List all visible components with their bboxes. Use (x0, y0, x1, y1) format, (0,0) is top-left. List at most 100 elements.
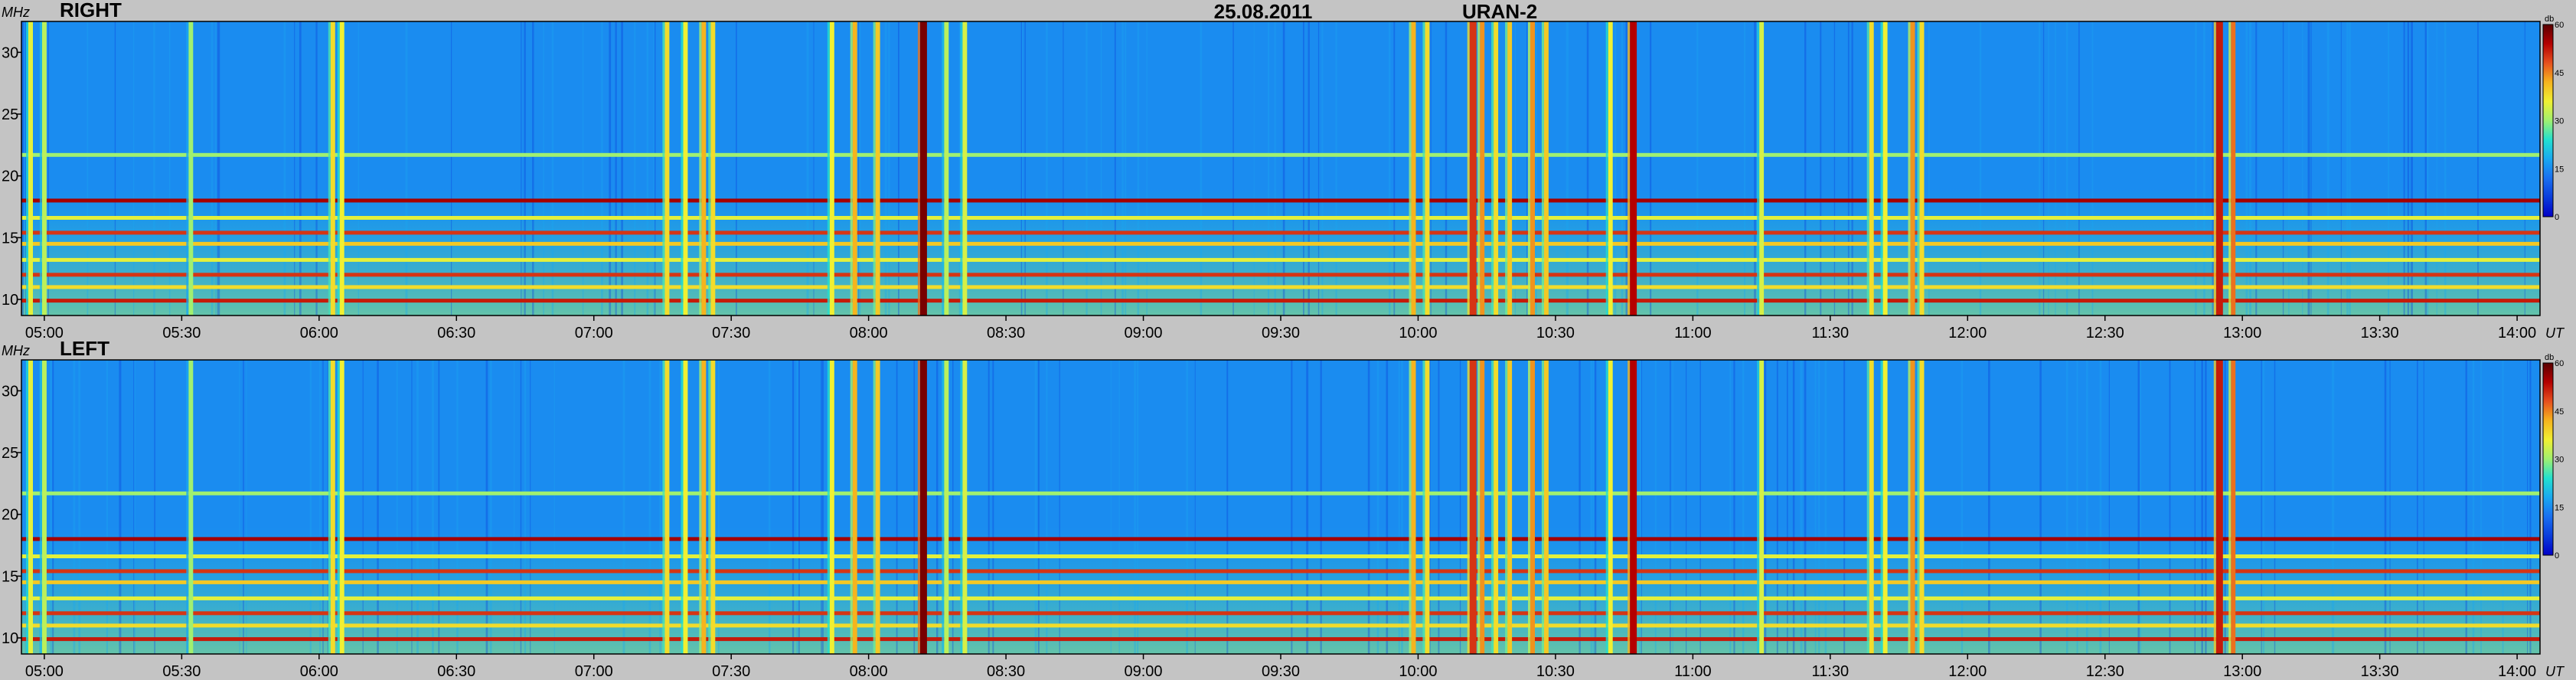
noise-line (2307, 21, 2310, 315)
noise-line (1699, 360, 1701, 654)
burst (708, 360, 716, 654)
colorbar-tick-label: 30 (2555, 456, 2564, 465)
burst-edge (1528, 360, 1530, 654)
noise-line (1022, 21, 1023, 315)
x-tick-label: 14:00 (2498, 325, 2536, 342)
noise-line (239, 360, 240, 654)
low-frequency-glow (21, 526, 2540, 654)
x-tick-label: 08:00 (850, 663, 888, 680)
burst-core (701, 21, 707, 315)
burst (1422, 360, 1430, 654)
burst-core (1494, 21, 1499, 315)
burst (39, 360, 47, 654)
burst-core (664, 360, 670, 654)
burst-edge (1628, 360, 1631, 654)
noise-line (1114, 21, 1116, 315)
colorbar-tick-label: 0 (2555, 213, 2559, 222)
noise-line (1376, 360, 1379, 654)
burst-core (1910, 21, 1915, 315)
noise-line (2205, 360, 2207, 654)
x-tick-label: 13:00 (2223, 663, 2261, 680)
date-label: 25.08.2011 (1214, 0, 1313, 23)
burst-edge (328, 360, 331, 654)
noise-line (1776, 360, 1778, 654)
burst (942, 21, 949, 315)
burst-edge (328, 21, 331, 315)
burst-core (962, 21, 968, 315)
y-tick-label: 20 (2, 168, 18, 185)
noise-line (634, 21, 636, 315)
noise-line (2169, 360, 2171, 654)
y-tick-label: 25 (2, 445, 18, 462)
burst-edge (1541, 21, 1544, 315)
noise-line (936, 360, 939, 654)
horizontal-band (21, 285, 2540, 289)
noise-line (1742, 360, 1745, 654)
noise-line (551, 21, 554, 315)
noise-line (792, 360, 795, 654)
noise-line (217, 21, 219, 315)
noise-line (1253, 21, 1255, 315)
horizontal-band (21, 580, 2540, 584)
noise-line (451, 21, 452, 315)
burst-edge (1467, 360, 1470, 654)
low-frequency-glow (21, 188, 2540, 315)
horizontal-band (21, 491, 2540, 495)
noise-line (438, 360, 440, 654)
noise-line (1086, 21, 1088, 315)
noise-line (988, 360, 990, 654)
noise-line (520, 360, 522, 654)
noise-line (2388, 21, 2389, 315)
noise-line (1121, 21, 1124, 315)
burst-core (1507, 360, 1513, 654)
noise-line (1186, 360, 1188, 654)
burst-core (188, 21, 194, 315)
burst-edge (827, 360, 830, 654)
horizontal-band (21, 637, 2540, 642)
noise-line (1514, 21, 1516, 315)
noise-line (2212, 21, 2215, 315)
noise-line (1137, 360, 1139, 654)
burst-edge (2228, 360, 2232, 654)
noise-line (1888, 21, 1890, 315)
noise-line (47, 21, 49, 315)
noise-line (1814, 360, 1817, 654)
burst-edge (681, 21, 684, 315)
y-unit-label: MHz (2, 5, 30, 20)
noise-line (2076, 360, 2078, 654)
horizontal-band (21, 299, 2540, 303)
burst (26, 21, 33, 315)
noise-line (489, 360, 492, 654)
noise-line (1475, 21, 1478, 315)
x-tick-label: 12:00 (1948, 325, 1987, 342)
burst-edge (662, 360, 665, 654)
noise-line (211, 21, 214, 315)
burst-core (1507, 21, 1513, 315)
burst-edge (873, 21, 876, 315)
burst-core (875, 21, 880, 315)
noise-line (2042, 21, 2045, 315)
x-unit-label: UT (2545, 664, 2565, 679)
noise-line (1833, 21, 1836, 315)
burst-edge (1757, 21, 1760, 315)
noise-line (1321, 21, 1324, 315)
noise-line (1020, 21, 1023, 315)
burst-core (2231, 21, 2236, 315)
noise-line (1306, 360, 1309, 654)
noise-line (2389, 360, 2391, 654)
noise-line (654, 21, 656, 315)
x-tick-label: 12:00 (1948, 663, 1987, 680)
burst (681, 21, 688, 315)
burst-core (41, 360, 47, 654)
noise-line (2282, 21, 2284, 315)
noise-line (1988, 360, 1990, 654)
noise-line (2203, 21, 2205, 315)
noise-line (2527, 360, 2529, 654)
noise-line (1393, 21, 1396, 315)
burst-edge (1917, 360, 1920, 654)
burst (1917, 21, 1925, 315)
burst-edge (1409, 360, 1412, 654)
noise-line (1200, 21, 1203, 315)
noise-line (1579, 360, 1581, 654)
noise-line (299, 21, 302, 315)
